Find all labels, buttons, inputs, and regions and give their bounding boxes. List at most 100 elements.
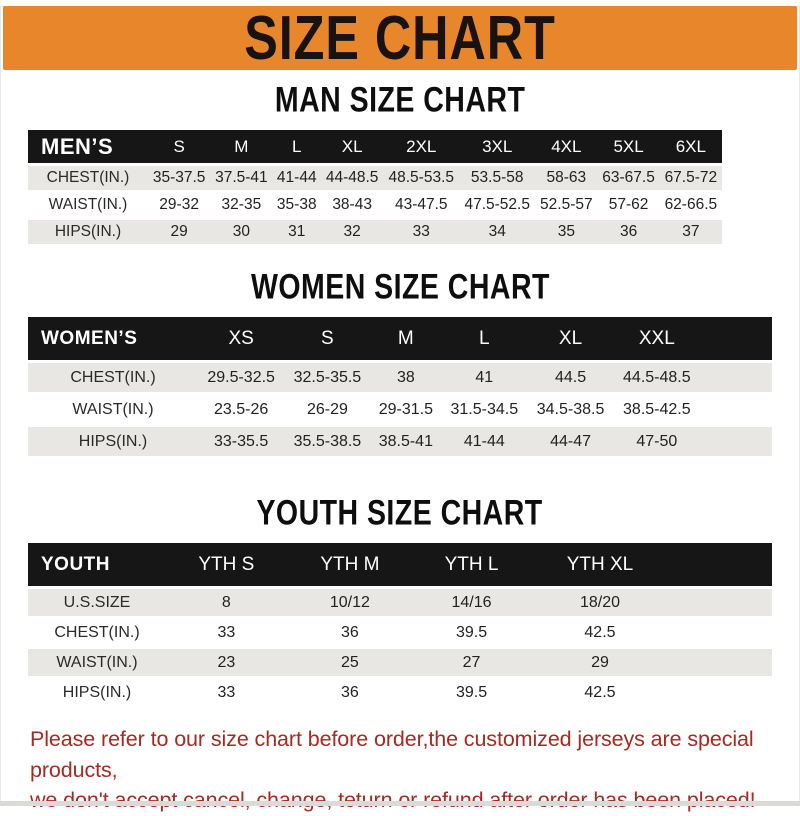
filler-cell [722, 220, 772, 244]
size-value: 53.5-58 [459, 166, 536, 190]
size-column-header: XXL [613, 317, 700, 360]
size-chart-page: { "banner": { "title": "SIZE CHART" }, "… [0, 3, 800, 812]
measurement-row: HIPS(IN.) 33 36 39.5 42.5 [28, 679, 772, 706]
size-column-header: M [370, 317, 442, 360]
youth-section: YOUTH SIZE CHART YOUTH YTH S YTH M YTH L YTH… [0, 492, 800, 709]
size-value: 47.5-52.5 [464, 196, 530, 213]
size-value: 18/20 [529, 589, 670, 616]
size-value: 23.5-26 [214, 400, 269, 418]
size-column-header: 6XL [659, 130, 722, 163]
women-section-title: WOMEN SIZE CHART [250, 266, 550, 307]
size-value: 14/16 [413, 589, 530, 616]
size-value: 36 [597, 220, 660, 244]
filler-cell [722, 130, 772, 163]
size-value: 32-35 [221, 196, 262, 213]
size-column-header: 4XL [535, 130, 598, 163]
men-section-title: MAN SIZE CHART [274, 79, 526, 120]
size-value: 38-43 [332, 196, 372, 213]
size-value: 36 [340, 683, 359, 701]
row-label: CHEST(IN.) [28, 166, 148, 190]
size-column-header: M [210, 130, 273, 163]
size-column-header: S [284, 317, 371, 360]
size-chart-banner: SIZE CHART [3, 3, 797, 73]
filler-cell [670, 649, 772, 676]
filler-cell [670, 589, 772, 616]
filler-cell [722, 166, 772, 190]
size-value: 29 [148, 220, 211, 244]
measurement-row: WAIST(IN.) 23 25 27 29 [28, 649, 772, 676]
size-value: 63-67.5 [597, 166, 660, 190]
size-value: 44.5 [527, 363, 614, 392]
size-value: 31 [272, 220, 322, 244]
size-value: 34.5-38.5 [536, 400, 605, 418]
filler-cell [722, 193, 772, 217]
size-value: 35 [535, 220, 598, 244]
size-column-header: YTH S [166, 543, 287, 586]
bottom-edge-strip [0, 801, 800, 806]
group-label: YOUTH [28, 543, 166, 586]
filler-cell [700, 395, 772, 424]
size-value: 29-32 [159, 196, 199, 213]
measurement-row: CHEST(IN.) 33 36 39.5 42.5 [28, 619, 772, 646]
size-value: 48.5-53.5 [383, 166, 460, 190]
group-label: MEN’S [28, 130, 148, 163]
measurement-row: CHEST(IN.) 35-37.5 37.5-41 41-44 44-48.5 48.5… [28, 166, 772, 190]
size-value: 31.5-34.5 [450, 400, 519, 418]
size-value: 43-47.5 [394, 196, 448, 213]
size-column-header: XL [527, 317, 614, 360]
size-header-row: MEN’S S M L XL 2XL 3XL 4XL 5XL 6XL [28, 130, 772, 163]
size-value: 38.5-42.5 [623, 400, 691, 418]
size-value: 44.5-48.5 [613, 363, 700, 392]
size-column-header: YTH M [286, 543, 414, 586]
filler-cell [670, 619, 772, 646]
size-value: 47-50 [613, 427, 700, 456]
measurement-row: WAIST(IN.) 23.5-26 26-29 29-31.5 31.5-34.5 34… [28, 395, 772, 424]
size-value: 58-63 [535, 166, 598, 190]
size-value: 38.5-41 [370, 427, 442, 456]
disclaimer-line-1: Please refer to our size chart before or… [30, 727, 754, 782]
size-header-row: WOMEN’S XS S M L XL XXL [28, 317, 772, 360]
row-label: HIPS(IN.) [28, 427, 198, 456]
row-label: CHEST(IN.) [54, 623, 140, 641]
size-column-header: L [441, 317, 528, 360]
size-value: 42.5 [584, 683, 616, 701]
size-value: 41 [441, 363, 528, 392]
womens-size-table: WOMEN’S XS S M L XL XXL CHEST(IN.) 29.5-32.5 32.5… [28, 314, 772, 459]
size-value: 25 [286, 649, 414, 676]
banner-title: SIZE CHART [244, 3, 556, 73]
measurement-row: WAIST(IN.) 29-32 32-35 35-38 38-43 43-47.5 47.… [28, 193, 772, 217]
women-section: WOMEN SIZE CHART WOMEN’S XS S M L XL XXL CHEST(… [0, 266, 800, 459]
size-column-header: 2XL [383, 130, 460, 163]
size-value: 23 [166, 649, 287, 676]
size-value: 32.5-35.5 [284, 363, 371, 392]
size-value: 52.5-57 [540, 196, 593, 213]
size-column-header: YTH XL [529, 543, 670, 586]
size-value: 39.5 [455, 623, 488, 641]
size-value: 33 [217, 623, 236, 641]
size-value: 32 [321, 220, 384, 244]
size-column-header: XL [321, 130, 384, 163]
filler-cell [670, 543, 772, 586]
size-value: 33 [383, 220, 460, 244]
size-value: 30 [210, 220, 273, 244]
size-value: 33 [217, 683, 236, 701]
size-value: 35-38 [276, 196, 317, 213]
row-label: CHEST(IN.) [28, 363, 198, 392]
measurement-row: HIPS(IN.) 33-35.5 35.5-38.5 38.5-41 41-44 44-… [28, 427, 772, 456]
size-value: 35-37.5 [148, 166, 211, 190]
size-value: 34 [459, 220, 536, 244]
size-value: 29.5-32.5 [198, 363, 285, 392]
size-value: 41-44 [272, 166, 322, 190]
size-value: 27 [413, 649, 530, 676]
youth-size-table: YOUTH YTH S YTH M YTH L YTH XL U.S.SIZE 8 10/12… [28, 540, 772, 709]
measurement-row: CHEST(IN.) 29.5-32.5 32.5-35.5 38 41 44.5 44.5… [28, 363, 772, 392]
filler-cell [700, 317, 772, 360]
measurement-row: U.S.SIZE 8 10/12 14/16 18/20 [28, 589, 772, 616]
mens-size-table: MEN’S S M L XL 2XL 3XL 4XL 5XL 6XL CHEST(IN.) 35-37… [28, 127, 772, 247]
row-label: HIPS(IN.) [62, 683, 132, 701]
filler-cell [700, 363, 772, 392]
size-value: 41-44 [441, 427, 528, 456]
size-value: 39.5 [455, 683, 488, 701]
row-label: WAIST(IN.) [28, 649, 166, 676]
size-value: 37.5-41 [210, 166, 273, 190]
